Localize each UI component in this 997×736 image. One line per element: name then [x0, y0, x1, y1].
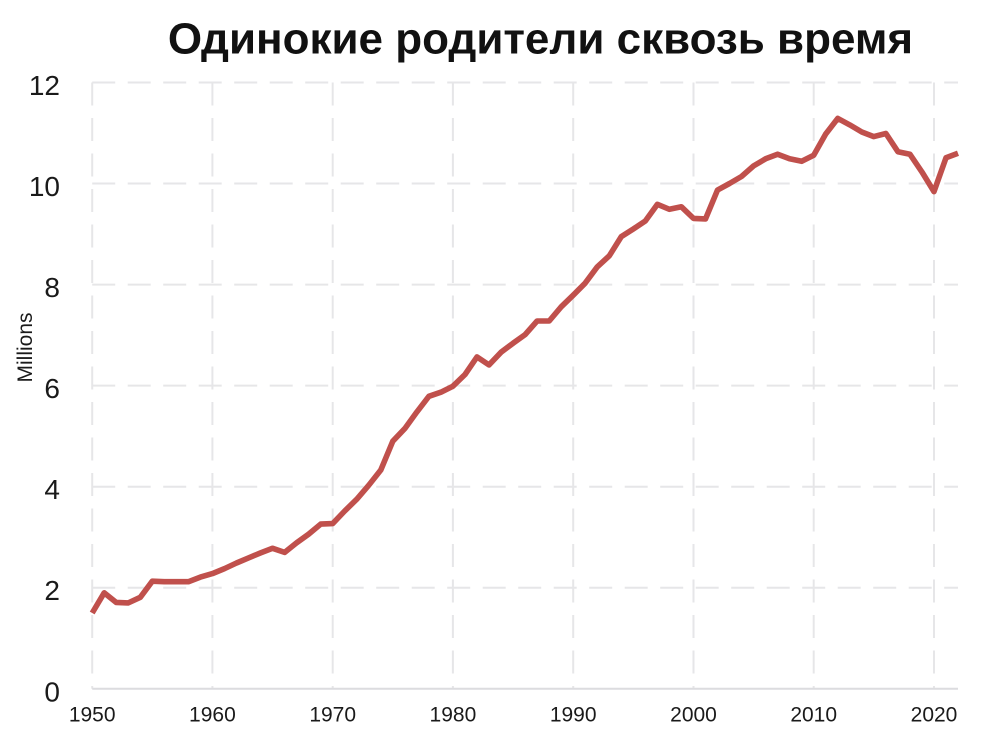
svg-text:6: 6 [44, 373, 60, 404]
svg-text:12: 12 [29, 70, 60, 101]
svg-text:2010: 2010 [790, 704, 837, 727]
svg-text:1970: 1970 [309, 704, 356, 727]
svg-text:1980: 1980 [430, 704, 477, 727]
svg-text:4: 4 [44, 474, 60, 505]
svg-text:1960: 1960 [189, 704, 236, 727]
svg-text:10: 10 [29, 171, 60, 202]
svg-text:0: 0 [44, 676, 60, 707]
svg-text:2: 2 [44, 575, 60, 606]
svg-text:2000: 2000 [670, 704, 717, 727]
svg-text:8: 8 [44, 272, 60, 303]
svg-text:1950: 1950 [69, 704, 116, 727]
svg-text:2020: 2020 [911, 704, 958, 727]
svg-text:Одинокие родители сквозь время: Одинокие родители сквозь время [168, 15, 913, 64]
svg-text:Millions: Millions [14, 312, 37, 382]
svg-text:1990: 1990 [550, 704, 597, 727]
